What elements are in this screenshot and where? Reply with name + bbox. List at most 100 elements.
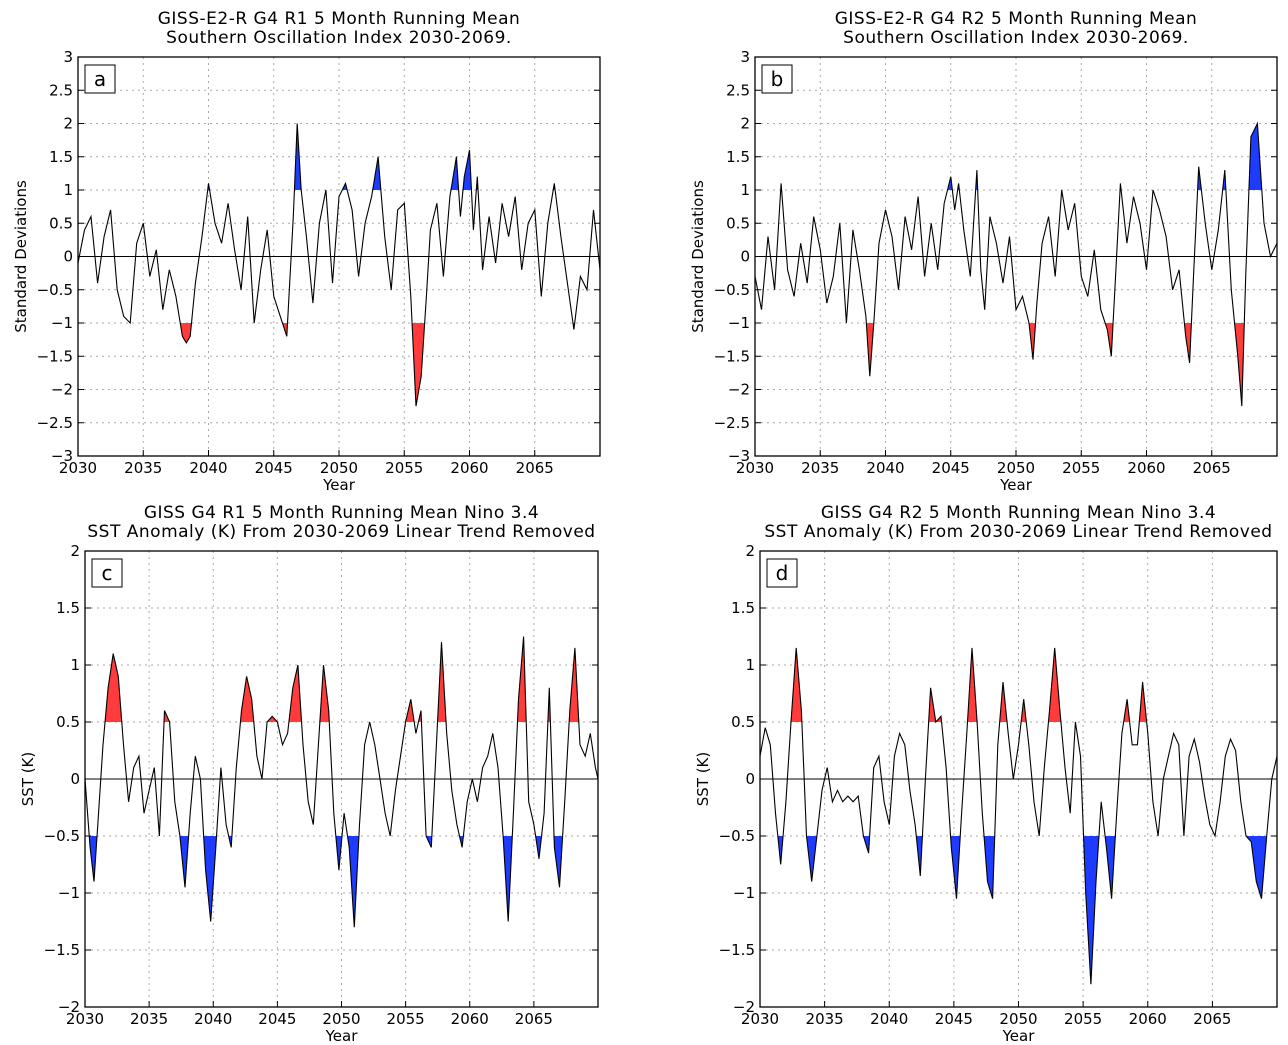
- x-tick-label: 2040: [866, 459, 904, 477]
- x-tick-label: 2040: [870, 1010, 908, 1028]
- chart-title-line: Southern Oscillation Index 2030-2069.: [166, 28, 512, 48]
- y-tick-label: −1.5: [714, 347, 750, 365]
- panel-label: c: [102, 561, 113, 585]
- y-tick-label: −1.5: [37, 347, 73, 365]
- x-tick-label: 2045: [255, 459, 293, 477]
- x-tick-label: 2035: [806, 1010, 844, 1028]
- y-tick-label: 2: [740, 115, 750, 133]
- x-tick-label: 2035: [801, 459, 839, 477]
- x-tick-label: 2055: [385, 459, 423, 477]
- y-tick-label: −3: [728, 447, 750, 465]
- y-tick-label: −2: [51, 381, 73, 399]
- x-tick-label: 2065: [1193, 459, 1231, 477]
- panel-a: GISS-E2-R G4 R1 5 Month Running MeanSout…: [12, 9, 601, 494]
- x-tick-label: 2055: [387, 1010, 425, 1028]
- y-tick-label: 0: [745, 770, 755, 788]
- x-axis-label: Year: [999, 476, 1033, 494]
- y-tick-label: −2: [58, 998, 80, 1016]
- panel-d: GISS G4 R2 5 Month Running Mean Nino 3.4…: [694, 503, 1278, 1045]
- panel-b: GISS-E2-R G4 R2 5 Month Running MeanSout…: [689, 9, 1278, 494]
- x-tick-label: 2065: [1193, 1010, 1231, 1028]
- series-line: [85, 636, 598, 928]
- y-tick-label: −1: [58, 884, 80, 902]
- y-tick-label: 0: [740, 248, 750, 266]
- y-tick-label: 1: [745, 656, 755, 674]
- x-tick-label: 2030: [736, 459, 774, 477]
- below-threshold-fill: [89, 836, 563, 928]
- y-tick-label: −2.5: [37, 414, 73, 432]
- y-tick-label: 1.5: [731, 599, 755, 617]
- y-tick-label: 1.5: [49, 148, 73, 166]
- x-tick-label: 2040: [194, 1010, 232, 1028]
- chart-title-line: GISS-E2-R G4 R2 5 Month Running Mean: [835, 9, 1198, 29]
- x-tick-label: 2050: [320, 459, 358, 477]
- chart-title-line: GISS G4 R1 5 Month Running Mean Nino 3.4: [144, 503, 539, 523]
- y-tick-label: 2.5: [726, 81, 750, 99]
- y-tick-label: 0: [63, 248, 73, 266]
- above-threshold-fill: [207, 123, 556, 190]
- x-tick-label: 2030: [66, 1010, 104, 1028]
- x-tick-label: 2050: [999, 1010, 1037, 1028]
- y-tick-label: 0.5: [56, 713, 80, 731]
- y-tick-label: 1.5: [726, 148, 750, 166]
- y-tick-label: 0.5: [49, 214, 73, 232]
- y-tick-label: 1: [70, 656, 80, 674]
- x-tick-label: 2030: [741, 1010, 779, 1028]
- x-tick-label: 2050: [322, 1010, 360, 1028]
- chart-title-line: GISS-E2-R G4 R1 5 Month Running Mean: [158, 9, 521, 29]
- x-tick-label: 2040: [189, 459, 227, 477]
- panel-label: d: [776, 561, 789, 585]
- y-axis-label: SST (K): [19, 752, 37, 807]
- shaded-areas: [777, 647, 1267, 985]
- chart-title-line: GISS G4 R2 5 Month Running Mean Nino 3.4: [821, 503, 1216, 523]
- y-tick-label: −1: [733, 884, 755, 902]
- y-tick-label: 0.5: [726, 214, 750, 232]
- x-axis-label: Year: [325, 1027, 359, 1045]
- y-tick-label: −1: [51, 314, 73, 332]
- y-tick-label: 1: [740, 181, 750, 199]
- y-tick-label: −2: [733, 998, 755, 1016]
- shaded-areas: [89, 636, 579, 928]
- panel-label-box: [91, 558, 123, 588]
- x-tick-label: 2065: [515, 1010, 553, 1028]
- y-tick-label: −0.5: [714, 281, 750, 299]
- x-tick-label: 2055: [1062, 459, 1100, 477]
- y-tick-label: 2.5: [49, 81, 73, 99]
- panel-label-box: [766, 558, 798, 588]
- y-axis-label: Standard Deviations: [12, 180, 30, 333]
- y-tick-label: 3: [740, 48, 750, 66]
- x-tick-label: 2035: [124, 459, 162, 477]
- y-tick-label: 1: [63, 181, 73, 199]
- y-tick-label: 2: [63, 115, 73, 133]
- y-tick-label: 3: [63, 48, 73, 66]
- y-tick-label: −2.5: [714, 414, 750, 432]
- y-tick-label: 2: [745, 542, 755, 560]
- panel-c: GISS G4 R1 5 Month Running Mean Nino 3.4…: [19, 503, 599, 1045]
- y-axis-label: Standard Deviations: [689, 180, 707, 333]
- x-tick-label: 2045: [935, 1010, 973, 1028]
- shaded-areas: [130, 123, 575, 407]
- y-tick-label: −3: [51, 447, 73, 465]
- x-tick-label: 2050: [997, 459, 1035, 477]
- panel-label-box: [761, 64, 793, 94]
- x-tick-label: 2035: [130, 1010, 168, 1028]
- y-axis-label: SST (K): [694, 752, 712, 807]
- above-threshold-fill: [791, 647, 1147, 722]
- y-tick-label: −1.5: [44, 941, 80, 959]
- x-tick-label: 2060: [1127, 459, 1165, 477]
- y-tick-label: 0.5: [731, 713, 755, 731]
- x-tick-label: 2060: [450, 459, 488, 477]
- y-tick-label: 0: [70, 770, 80, 788]
- panel-label: a: [94, 67, 106, 91]
- y-tick-label: −0.5: [719, 827, 755, 845]
- panel-label: b: [771, 67, 784, 91]
- y-tick-label: 2: [70, 542, 80, 560]
- y-tick-label: −1.5: [719, 941, 755, 959]
- y-tick-label: −0.5: [44, 827, 80, 845]
- x-axis-label: Year: [1002, 1027, 1036, 1045]
- chart-title-line: SST Anomaly (K) From 2030-2069 Linear Tr…: [87, 522, 595, 542]
- y-tick-label: −2: [728, 381, 750, 399]
- y-tick-label: 1.5: [56, 599, 80, 617]
- series-line: [755, 121, 1277, 407]
